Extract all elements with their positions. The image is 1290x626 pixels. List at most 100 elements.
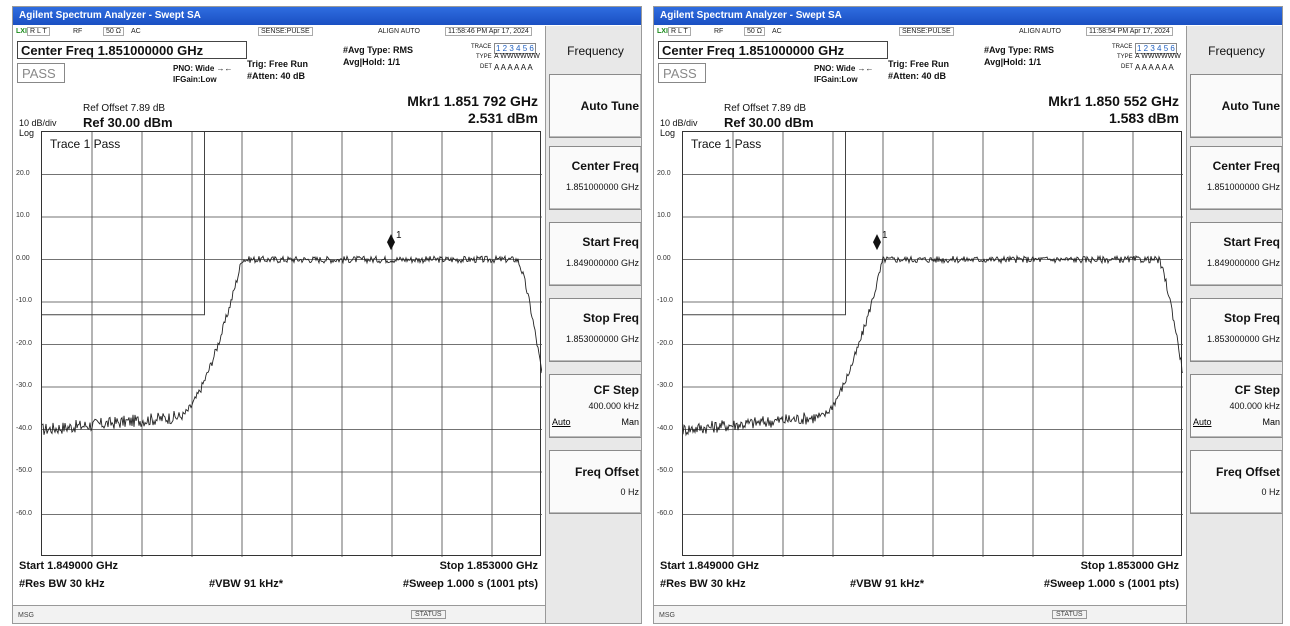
sweep-time: #Sweep 1.000 s (1001 pts) xyxy=(1043,578,1179,590)
ref-offset: Ref Offset 7.89 dB xyxy=(83,103,166,114)
cf-step-value: 400.000 kHz xyxy=(588,401,639,411)
cf-step-man[interactable]: Man xyxy=(1262,417,1280,427)
log-label: Log xyxy=(660,128,676,138)
trace-pass-label: Trace 1 Pass xyxy=(691,137,761,151)
stop-freq-softkey[interactable]: Stop Freq 1.853000000 GHz xyxy=(549,298,641,362)
impedance-indicator: 50 Ω xyxy=(744,27,765,36)
cf-step-auto[interactable]: Auto xyxy=(1193,417,1212,427)
auto-tune-label: Auto Tune xyxy=(580,99,639,113)
sense-indicator: SENSE:PULSE xyxy=(258,27,313,36)
auto-tune-softkey[interactable]: Auto Tune xyxy=(549,74,641,138)
trigger-setting: Trig: Free Run xyxy=(247,59,309,69)
center-freq-softkey[interactable]: Center Freq 1.851000000 GHz xyxy=(549,146,641,210)
ifgain-setting: IFGain:Low xyxy=(173,75,217,84)
limit-line xyxy=(683,132,846,316)
stop-freq-softkey-label: Stop Freq xyxy=(583,311,639,325)
avg-type: #Avg Type: RMS xyxy=(984,45,1055,55)
det-value: A A A A A A xyxy=(1135,63,1174,72)
y-tick-label: -30.0 xyxy=(16,382,32,389)
start-freq-softkey[interactable]: Start Freq 1.849000000 GHz xyxy=(549,222,641,286)
marker-diamond xyxy=(873,234,881,251)
type-label: TYPE xyxy=(1117,54,1133,60)
message-bar: MSG STATUS xyxy=(13,605,545,623)
freq-offset-softkey[interactable]: Freq Offset 0 Hz xyxy=(549,450,641,514)
start-freq-softkey-label: Start Freq xyxy=(1223,235,1280,249)
center-freq-softkey[interactable]: Center Freq 1.851000000 GHz xyxy=(1190,146,1282,210)
start-freq-softkey-label: Start Freq xyxy=(582,235,639,249)
align-indicator: ALIGN AUTO xyxy=(378,28,420,35)
center-freq-header[interactable]: Center Freq 1.851000000 GHz xyxy=(658,41,888,59)
impedance-indicator: 50 Ω xyxy=(103,27,124,36)
cf-step-auto[interactable]: Auto xyxy=(552,417,571,427)
center-freq-header[interactable]: Center Freq 1.851000000 GHz xyxy=(17,41,247,59)
softkey-panel: Frequency Auto Tune Center Freq 1.851000… xyxy=(545,26,641,623)
cf-step-softkey[interactable]: CF Step 400.000 kHz Auto Man xyxy=(1190,374,1282,438)
msg-label: MSG xyxy=(659,612,675,619)
auto-tune-label: Auto Tune xyxy=(1221,99,1280,113)
video-bandwidth: #VBW 91 kHz* xyxy=(209,578,283,590)
stop-frequency: Stop 1.853000 GHz xyxy=(1080,560,1179,572)
lxi-indicator: LXI xyxy=(657,28,668,35)
marker-amplitude: 1.583 dBm xyxy=(1108,110,1179,126)
y-tick-label: -20.0 xyxy=(657,339,673,347)
avg-hold: Avg|Hold: 1/1 xyxy=(343,57,401,67)
coupling-indicator: AC xyxy=(772,28,782,35)
atten-setting: #Atten: 40 dB xyxy=(888,71,947,81)
auto-tune-softkey[interactable]: Auto Tune xyxy=(1190,74,1282,138)
limit-line xyxy=(42,132,205,316)
avg-type: #Avg Type: RMS xyxy=(343,45,414,55)
start-frequency: Start 1.849000 GHz xyxy=(660,560,760,572)
center-freq-softkey-value: 1.851000000 GHz xyxy=(565,182,639,192)
det-value: A A A A A A xyxy=(494,63,533,72)
y-tick-label: -40.0 xyxy=(657,424,673,432)
atten-setting: #Atten: 40 dB xyxy=(247,71,306,81)
type-value: A WWWWWW xyxy=(494,53,540,60)
cf-step-softkey[interactable]: CF Step 400.000 kHz Auto Man xyxy=(549,374,641,438)
cf-step-man[interactable]: Man xyxy=(621,417,639,427)
status-label: STATUS xyxy=(1052,610,1087,619)
spectrum-plot[interactable]: 1 Trace 1 Pass xyxy=(682,131,1183,557)
y-tick-label: -50.0 xyxy=(16,467,32,474)
trace-label: TRACE xyxy=(471,44,492,50)
y-tick-label: -60.0 xyxy=(657,509,673,517)
rf-indicator: RF xyxy=(714,28,724,35)
marker-amplitude: 2.531 dBm xyxy=(467,110,538,126)
spectrum-graticule: 1 Trace 1 Pass xyxy=(42,132,542,557)
start-freq-softkey[interactable]: Start Freq 1.849000000 GHz xyxy=(1190,222,1282,286)
rf-indicator: RF xyxy=(73,28,83,35)
trace-label: TRACE xyxy=(1112,44,1133,50)
menu-title-label: Frequency xyxy=(1208,44,1265,58)
type-value: A WWWWWW xyxy=(1135,53,1181,60)
timestamp: 11:58:54 PM Apr 17, 2024 xyxy=(1086,27,1173,36)
start-frequency: Start 1.849000 GHz xyxy=(19,560,119,572)
ref-offset: Ref Offset 7.89 dB xyxy=(724,103,807,114)
trace-pass-label: Trace 1 Pass xyxy=(50,137,120,151)
timestamp: 11:58:46 PM Apr 17, 2024 xyxy=(445,27,532,36)
sweep-time: #Sweep 1.000 s (1001 pts) xyxy=(402,578,538,590)
y-tick-label: 0.00 xyxy=(657,254,671,262)
pass-indicator: PASS xyxy=(658,63,706,83)
spectrum-plot[interactable]: 1 Trace 1 Pass xyxy=(41,131,542,557)
softkey-panel: Frequency Auto Tune Center Freq 1.851000… xyxy=(1186,26,1282,623)
marker-diamond xyxy=(387,234,395,251)
stop-freq-softkey[interactable]: Stop Freq 1.853000000 GHz xyxy=(1190,298,1282,362)
rlt-indicator: R L T xyxy=(668,27,691,36)
y-tick-label: 10.0 xyxy=(657,212,671,219)
y-tick-label: -30.0 xyxy=(657,382,673,389)
cf-step-label: CF Step xyxy=(1234,383,1280,397)
freq-offset-value: 0 Hz xyxy=(1261,487,1280,497)
freq-offset-softkey[interactable]: Freq Offset 0 Hz xyxy=(1190,450,1282,514)
stop-freq-softkey-label: Stop Freq xyxy=(1224,311,1280,325)
pno-setting: PNO: Wide →← xyxy=(814,64,874,73)
marker-number: 1 xyxy=(396,230,402,241)
stop-freq-softkey-value: 1.853000000 GHz xyxy=(1206,334,1280,344)
center-freq-softkey-value: 1.851000000 GHz xyxy=(1206,182,1280,192)
det-label: DET xyxy=(480,64,492,70)
y-tick-label: -20.0 xyxy=(16,339,32,347)
start-freq-softkey-value: 1.849000000 GHz xyxy=(565,258,639,268)
sense-indicator: SENSE:PULSE xyxy=(899,27,954,36)
lxi-indicator: LXI xyxy=(16,28,27,35)
window-title: Agilent Spectrum Analyzer - Swept SA xyxy=(13,7,641,25)
y-tick-label: -40.0 xyxy=(16,424,32,432)
resolution-bandwidth: #Res BW 30 kHz xyxy=(660,578,746,590)
